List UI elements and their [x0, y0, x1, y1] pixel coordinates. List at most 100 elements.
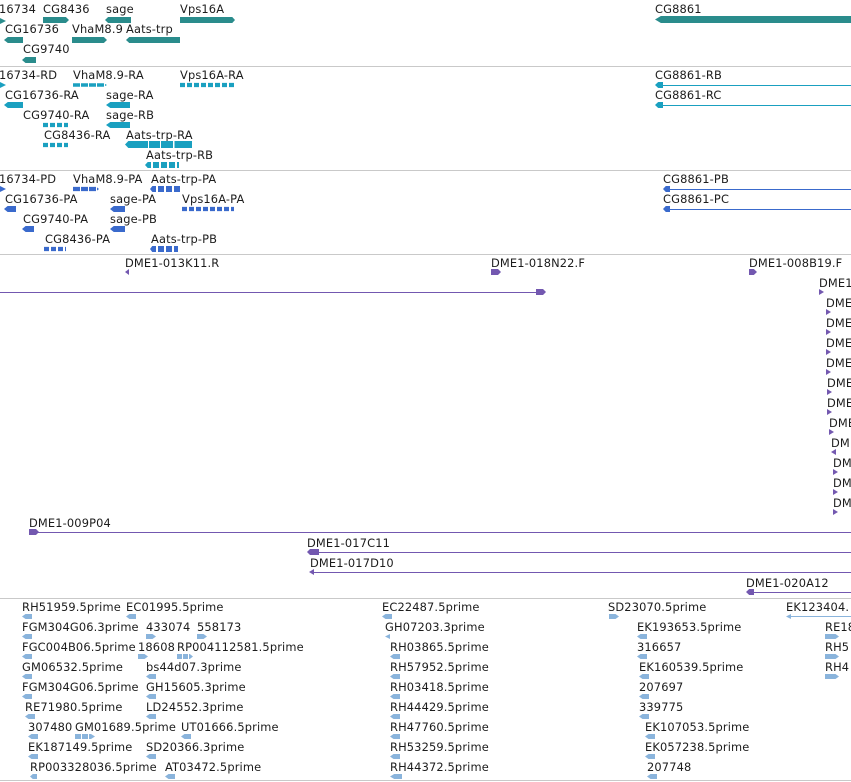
clone-feature[interactable]: DM	[832, 495, 851, 517]
clone-feature[interactable]: DME1	[818, 275, 851, 297]
est-feature[interactable]: EC22487.5prime	[381, 599, 481, 621]
clone-feature[interactable]: DME1-013K11.R	[124, 255, 234, 277]
protein-feature[interactable]: Aats-trp-PB	[150, 231, 230, 253]
clone-feature[interactable]: DME	[828, 415, 851, 437]
est-feature[interactable]: GM01689.5prime	[74, 719, 184, 741]
est-feature[interactable]: LD24552.3prime	[145, 699, 255, 721]
protein-feature[interactable]: CG8861-PB	[662, 171, 851, 193]
est-feature[interactable]: RH4	[824, 659, 851, 681]
est-feature[interactable]: RH44372.5prime	[389, 759, 499, 781]
gene-feature[interactable]: CG8861	[654, 2, 851, 28]
est-feature[interactable]: FGM304G06.5prime	[22, 679, 142, 701]
est-feature[interactable]: AT03472.5prime	[164, 759, 274, 781]
transcript-feature[interactable]: VhaM8.9-RA	[72, 67, 152, 89]
gene-feature[interactable]: Aats-trp	[125, 22, 185, 48]
est-feature[interactable]: GH07203.3prime	[384, 619, 494, 641]
clone-glyph	[827, 409, 832, 415]
gene-feature[interactable]: sage	[105, 2, 155, 28]
protein-feature[interactable]: CG9740-PA	[22, 211, 102, 233]
est-feature[interactable]: 433074	[145, 619, 195, 641]
protein-feature[interactable]: CG8861-PC	[662, 191, 851, 213]
est-feature[interactable]: EK193653.5prime	[636, 619, 756, 641]
clone-feature[interactable]: DM	[832, 455, 851, 477]
est-feature[interactable]: EK107053.5prime	[644, 719, 764, 741]
clone-feature[interactable]: DM	[830, 435, 851, 457]
gene-feature[interactable]: CG16736	[4, 22, 68, 48]
clone-feature[interactable]: DME	[826, 395, 851, 417]
est-feature[interactable]: EK057238.5prime	[644, 739, 764, 761]
est-feature[interactable]: FGM304G06.3prime	[22, 619, 142, 641]
est-feature[interactable]: RH5	[824, 639, 851, 661]
est-feature[interactable]: RE18	[824, 619, 851, 641]
est-feature[interactable]: 316657	[636, 639, 696, 661]
est-feature[interactable]: 18608	[137, 639, 177, 661]
est-feature[interactable]: 207748	[646, 759, 706, 781]
est-feature[interactable]: RH47760.5prime	[389, 719, 499, 741]
clone-feature[interactable]: DM	[832, 475, 851, 497]
est-glyph	[825, 634, 839, 639]
protein-feature[interactable]: 16734-PD	[0, 171, 66, 193]
transcript-feature[interactable]: 16734-RD	[0, 67, 66, 89]
gene-feature[interactable]: VhaM8.9	[71, 22, 127, 48]
protein-feature[interactable]: Vps16A-PA	[181, 191, 257, 213]
clone-feature[interactable]: DME1-017C11	[306, 535, 851, 557]
est-glyph	[645, 734, 655, 739]
est-feature[interactable]: 207697	[638, 679, 698, 701]
clone-feature[interactable]: DME1-020A12	[745, 575, 851, 597]
protein-feature[interactable]: sage-PB	[109, 211, 169, 233]
protein-feature[interactable]: sage-PA	[109, 191, 169, 213]
est-feature[interactable]: RH57952.5prime	[389, 659, 499, 681]
est-feature[interactable]: FGC004B06.5prime	[22, 639, 142, 661]
est-feature[interactable]: EK187149.5prime	[27, 739, 137, 761]
est-feature[interactable]: UT01666.5prime	[180, 719, 290, 741]
transcript-feature[interactable]: CG8436-RA	[43, 127, 123, 149]
est-feature[interactable]: RH03865.5prime	[389, 639, 499, 661]
transcript-feature[interactable]: CG8861-RC	[654, 87, 851, 109]
est-feature[interactable]: RH51959.5prime	[22, 599, 122, 621]
est-feature[interactable]: RP003328036.5prime	[29, 759, 164, 781]
clone-feature[interactable]: DME1-008B19.F	[748, 255, 851, 277]
est-feature[interactable]: SD20366.3prime	[145, 739, 255, 761]
clone-feature[interactable]: DME1-009P04	[28, 515, 851, 537]
clone-feature[interactable]: DME1	[826, 375, 851, 397]
clone-feature[interactable]: DME1	[825, 335, 851, 357]
clone-feature[interactable]: DME1	[825, 315, 851, 337]
transcript-feature[interactable]: Aats-trp-RB	[145, 147, 225, 169]
transcript-feature[interactable]: sage-RA	[105, 87, 165, 109]
protein-feature[interactable]: CG16736-PA	[4, 191, 90, 213]
est-feature[interactable]: RE71980.5prime	[25, 699, 135, 721]
est-feature[interactable]: EK160539.5prime	[638, 659, 748, 681]
gene-feature[interactable]: CG8436	[42, 2, 102, 28]
protein-feature[interactable]: CG8436-PA	[44, 231, 124, 253]
gene-feature[interactable]: CG9740	[22, 42, 78, 66]
clone-feature[interactable]: DME1	[825, 295, 851, 317]
transcript-feature[interactable]: Aats-trp-RA	[125, 127, 205, 149]
est-feature[interactable]: RP004112581.5prime	[176, 639, 304, 661]
gene-feature[interactable]: 16734	[0, 2, 60, 28]
est-feature[interactable]: GM06532.5prime	[22, 659, 132, 681]
est-feature[interactable]: RH03418.5prime	[389, 679, 499, 701]
clone-feature[interactable]: DME1	[825, 355, 851, 377]
est-feature[interactable]: 307480	[27, 719, 77, 741]
transcript-feature[interactable]: CG8861-RB	[654, 67, 851, 89]
clone-feature[interactable]: DME1-018N22.F	[490, 255, 600, 277]
est-feature[interactable]: SD23070.5prime	[607, 599, 707, 621]
est-feature[interactable]: 339775	[638, 699, 698, 721]
transcript-feature[interactable]: CG16736-RA	[4, 87, 90, 109]
protein-feature[interactable]: VhaM8.9-PA	[72, 171, 152, 193]
transcript-feature[interactable]: Vps16A-RA	[179, 67, 255, 89]
clone-feature[interactable]	[0, 275, 548, 297]
transcript-feature[interactable]: sage-RB	[105, 107, 165, 129]
transcript-feature[interactable]: CG9740-RA	[22, 107, 102, 129]
clone-feature[interactable]: DME1-017D10	[309, 555, 851, 577]
est-feature[interactable]: 558173	[196, 619, 246, 641]
gene-feature[interactable]: Vps16A	[179, 2, 239, 28]
est-feature[interactable]: RH44429.5prime	[389, 699, 499, 721]
est-feature[interactable]: GH15605.3prime	[145, 679, 255, 701]
est-feature[interactable]: EK123404.	[785, 599, 851, 621]
est-feature[interactable]: RH53259.5prime	[389, 739, 499, 761]
est-feature[interactable]: EC01995.5prime	[125, 599, 225, 621]
protein-feature[interactable]: Aats-trp-PA	[150, 171, 230, 193]
est-feature[interactable]: bs44d07.3prime	[145, 659, 245, 681]
